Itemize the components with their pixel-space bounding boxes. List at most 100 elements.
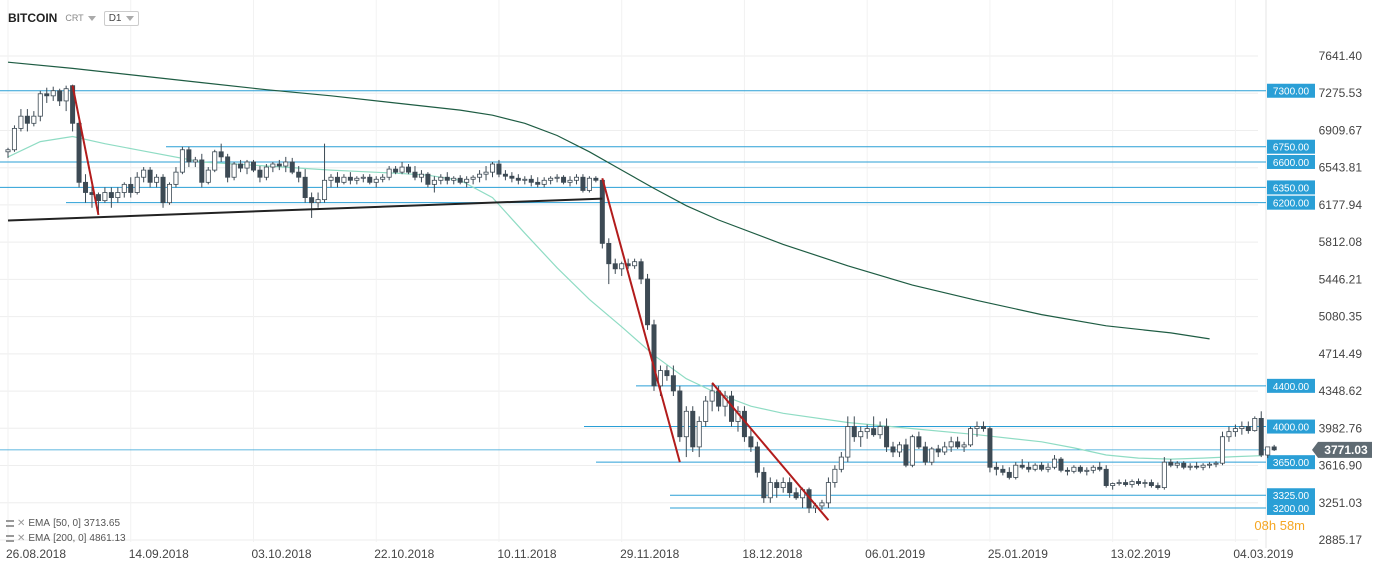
- candle-body: [1200, 464, 1206, 468]
- indicator-name: EMA: [28, 533, 51, 544]
- candle-body: [489, 163, 495, 173]
- x-tick-label: 04.03.2019: [1233, 547, 1293, 561]
- candle-body: [1226, 431, 1232, 438]
- candle-body: [871, 428, 877, 436]
- candle-body: [44, 93, 50, 97]
- candle-body: [1110, 483, 1116, 486]
- candle-body: [367, 176, 373, 183]
- candle-body: [942, 446, 948, 453]
- red-trendline: [601, 177, 681, 463]
- candle-body: [166, 183, 172, 204]
- market-dropdown[interactable]: CRT: [65, 13, 96, 23]
- candle-body: [483, 171, 489, 175]
- candle-body: [360, 176, 366, 179]
- chart-header: BITCOIN CRT D1: [8, 8, 140, 28]
- close-icon[interactable]: ✕: [17, 533, 26, 544]
- candle-body: [393, 168, 399, 173]
- candle-body: [1129, 481, 1135, 485]
- ema200-line: [7, 61, 1210, 340]
- candle-body: [522, 178, 528, 181]
- price-axis: 7641.40 7275.53 6909.67 6543.81 6177.94 5812.…: [1319, 49, 1363, 547]
- candle-body: [1052, 458, 1058, 468]
- candle-body: [477, 173, 483, 178]
- y-tick-label: 5080.35: [1319, 310, 1363, 324]
- market-label: CRT: [65, 13, 84, 23]
- candle-body: [108, 192, 114, 198]
- candle-body: [1000, 468, 1006, 473]
- candle-body: [709, 390, 715, 402]
- candle-body: [354, 177, 360, 181]
- indicator-ema200[interactable]: ✕ EMA [200, 0] 4861.13: [6, 533, 126, 544]
- candle-body: [832, 468, 838, 483]
- candle-body: [76, 122, 82, 183]
- candle-body: [225, 156, 231, 178]
- candlesticks[interactable]: [5, 84, 1277, 514]
- candle-body: [470, 176, 476, 180]
- price-level-text: 3650.00: [1273, 458, 1310, 469]
- candle-body: [1265, 446, 1271, 456]
- price-level-tag: [1267, 139, 1315, 154]
- candle-body: [774, 482, 780, 489]
- candle-body: [632, 261, 638, 267]
- candle-body: [561, 176, 567, 183]
- candle-body: [586, 177, 592, 191]
- price-level-tag: [1267, 500, 1315, 515]
- x-tick-label: 14.09.2018: [129, 547, 189, 561]
- x-tick-label: 22.10.2018: [374, 547, 434, 561]
- trendlines[interactable]: [7, 85, 830, 521]
- indicator-params: [200, 0]: [53, 533, 87, 544]
- y-tick-label: 5446.21: [1319, 272, 1363, 286]
- candle-body: [554, 176, 560, 179]
- candle-body: [179, 149, 185, 173]
- candle-body: [922, 446, 928, 463]
- candle-body: [1194, 465, 1200, 468]
- candle-body: [406, 166, 412, 173]
- candle-body: [1148, 482, 1154, 486]
- candle-body: [1239, 426, 1245, 429]
- horizontal-levels[interactable]: 7300.00 6750.00 6600.00 6350.00 6200.00 4400.…: [0, 83, 1372, 515]
- candle-body: [948, 441, 954, 448]
- candle-body: [580, 176, 586, 191]
- candle-body: [302, 176, 308, 198]
- candle-body: [231, 163, 237, 178]
- current-price-tag: [1312, 441, 1372, 458]
- candle-body: [935, 448, 941, 453]
- candle-body: [515, 177, 521, 181]
- candle-body: [309, 197, 315, 204]
- candle-body: [464, 178, 470, 183]
- candle-body: [160, 176, 166, 204]
- candle-body: [18, 115, 24, 129]
- candle-body: [173, 171, 179, 185]
- list-icon: [6, 535, 14, 542]
- candle-body: [858, 431, 864, 438]
- indicator-name: EMA: [28, 518, 51, 529]
- candle-body: [399, 166, 405, 173]
- price-level-tag: [1267, 195, 1315, 210]
- price-level-text: 4000.00: [1273, 423, 1310, 434]
- candle-body: [24, 115, 30, 124]
- y-tick-label: 6177.94: [1319, 198, 1363, 212]
- candle-body: [1077, 466, 1083, 472]
- candle-body: [457, 177, 463, 183]
- support-trendline: [7, 197, 603, 222]
- candle-body: [754, 446, 760, 473]
- candle-body: [1071, 466, 1077, 472]
- chart-grid: [0, 0, 1267, 548]
- indicator-ema50[interactable]: ✕ EMA [50, 0] 3713.65: [6, 518, 120, 529]
- candle-body: [1245, 426, 1251, 432]
- candle-body: [154, 176, 160, 183]
- candle-body: [283, 161, 289, 167]
- candle-body: [1187, 465, 1193, 468]
- candle-body: [535, 181, 541, 185]
- price-level-tag: [1267, 154, 1315, 169]
- candle-body: [347, 176, 353, 181]
- price-level-tag: [1267, 419, 1315, 434]
- price-level-text: 4400.00: [1273, 382, 1310, 393]
- candle-body: [761, 471, 767, 499]
- close-icon[interactable]: ✕: [17, 518, 26, 529]
- y-tick-label: 4714.49: [1319, 347, 1363, 361]
- indicator-value: 3713.65: [83, 518, 121, 529]
- timeframe-dropdown[interactable]: D1: [103, 10, 140, 26]
- candle-body: [780, 482, 786, 489]
